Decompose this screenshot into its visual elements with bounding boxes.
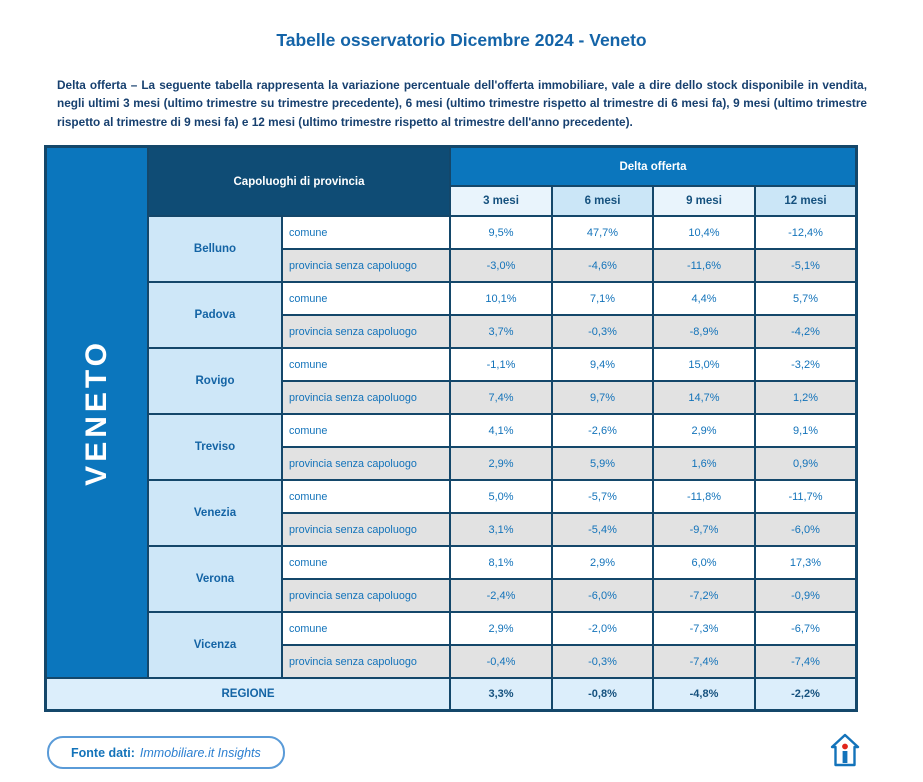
provincia-row-label: provincia senza capoluogo xyxy=(283,580,449,611)
province-name: Treviso xyxy=(149,415,281,479)
provincia-row-label: provincia senza capoluogo xyxy=(283,250,449,281)
value-cell: 0,9% xyxy=(756,448,855,479)
value-cell: -0,3% xyxy=(553,316,652,347)
header-12-mesi: 12 mesi xyxy=(756,187,855,215)
value-cell: -5,1% xyxy=(756,250,855,281)
provincia-row-label: provincia senza capoluogo xyxy=(283,514,449,545)
value-cell: 2,9% xyxy=(451,448,551,479)
comune-row-label: comune xyxy=(283,283,449,314)
value-cell: -2,4% xyxy=(451,580,551,611)
value-cell: 7,1% xyxy=(553,283,652,314)
value-cell: -7,3% xyxy=(654,613,754,644)
comune-row-label: comune xyxy=(283,349,449,380)
value-cell: -11,7% xyxy=(756,481,855,512)
value-cell: -2,6% xyxy=(553,415,652,446)
value-cell: -7,4% xyxy=(654,646,754,677)
value-cell: 4,1% xyxy=(451,415,551,446)
data-source-pill[interactable]: Fonte dati: Immobiliare.it Insights xyxy=(47,736,285,769)
provincia-row-label: provincia senza capoluogo xyxy=(283,382,449,413)
value-cell: 5,9% xyxy=(553,448,652,479)
data-source-name: Immobiliare.it Insights xyxy=(139,745,261,760)
value-cell: -4,8% xyxy=(654,679,754,709)
value-cell: -4,6% xyxy=(553,250,652,281)
value-cell: 10,4% xyxy=(654,217,754,248)
province-name: Padova xyxy=(149,283,281,347)
value-cell: -0,3% xyxy=(553,646,652,677)
value-cell: -4,2% xyxy=(756,316,855,347)
value-cell: -6,0% xyxy=(553,580,652,611)
value-cell: -5,4% xyxy=(553,514,652,545)
value-cell: -11,8% xyxy=(654,481,754,512)
region-label: VENETO xyxy=(80,339,113,486)
value-cell: -0,8% xyxy=(553,679,652,709)
value-cell: -0,4% xyxy=(451,646,551,677)
header-capoluoghi: Capoluoghi di provincia xyxy=(149,148,449,215)
delta-offerta-table: VENETO Capoluoghi di provincia Delta off… xyxy=(44,145,858,712)
value-cell: -6,7% xyxy=(756,613,855,644)
value-cell: 3,7% xyxy=(451,316,551,347)
value-cell: 1,6% xyxy=(654,448,754,479)
province-name: Rovigo xyxy=(149,349,281,413)
regione-row-label: REGIONE xyxy=(47,679,449,709)
value-cell: 3,3% xyxy=(451,679,551,709)
value-cell: 5,0% xyxy=(451,481,551,512)
data-source-label: Fonte dati: xyxy=(71,745,135,760)
provincia-row-label: provincia senza capoluogo xyxy=(283,316,449,347)
province-name: Verona xyxy=(149,547,281,611)
value-cell: -5,7% xyxy=(553,481,652,512)
value-cell: 15,0% xyxy=(654,349,754,380)
value-cell: 4,4% xyxy=(654,283,754,314)
value-cell: -0,9% xyxy=(756,580,855,611)
value-cell: 9,1% xyxy=(756,415,855,446)
value-cell: -3,0% xyxy=(451,250,551,281)
province-name: Vicenza xyxy=(149,613,281,677)
value-cell: -12,4% xyxy=(756,217,855,248)
value-cell: -9,7% xyxy=(654,514,754,545)
header-9-mesi: 9 mesi xyxy=(654,187,754,215)
comune-row-label: comune xyxy=(283,217,449,248)
value-cell: 5,7% xyxy=(756,283,855,314)
value-cell: 2,9% xyxy=(553,547,652,578)
value-cell: -3,2% xyxy=(756,349,855,380)
provincia-row-label: provincia senza capoluogo xyxy=(283,448,449,479)
page-title: Tabelle osservatorio Dicembre 2024 - Ven… xyxy=(276,30,647,50)
value-cell: 2,9% xyxy=(451,613,551,644)
value-cell: 7,4% xyxy=(451,382,551,413)
value-cell: 3,1% xyxy=(451,514,551,545)
value-cell: 17,3% xyxy=(756,547,855,578)
comune-row-label: comune xyxy=(283,547,449,578)
province-name: Venezia xyxy=(149,481,281,545)
value-cell: -7,4% xyxy=(756,646,855,677)
header-delta-offerta: Delta offerta xyxy=(451,148,855,185)
value-cell: 8,1% xyxy=(451,547,551,578)
value-cell: -1,1% xyxy=(451,349,551,380)
value-cell: -7,2% xyxy=(654,580,754,611)
value-cell: -2,2% xyxy=(756,679,855,709)
provincia-row-label: provincia senza capoluogo xyxy=(283,646,449,677)
header-6-mesi: 6 mesi xyxy=(553,187,652,215)
value-cell: -2,0% xyxy=(553,613,652,644)
value-cell: 9,5% xyxy=(451,217,551,248)
value-cell: 9,7% xyxy=(553,382,652,413)
header-3-mesi: 3 mesi xyxy=(451,187,551,215)
value-cell: -11,6% xyxy=(654,250,754,281)
region-vertical-bar: VENETO xyxy=(47,148,147,677)
intro-paragraph: Delta offerta – La seguente tabella rapp… xyxy=(57,78,867,129)
immobiliare-house-icon[interactable] xyxy=(830,733,860,767)
value-cell: 2,9% xyxy=(654,415,754,446)
comune-row-label: comune xyxy=(283,481,449,512)
value-cell: 14,7% xyxy=(654,382,754,413)
value-cell: 9,4% xyxy=(553,349,652,380)
value-cell: 10,1% xyxy=(451,283,551,314)
value-cell: 47,7% xyxy=(553,217,652,248)
value-cell: 6,0% xyxy=(654,547,754,578)
value-cell: 1,2% xyxy=(756,382,855,413)
value-cell: -6,0% xyxy=(756,514,855,545)
comune-row-label: comune xyxy=(283,613,449,644)
value-cell: -8,9% xyxy=(654,316,754,347)
comune-row-label: comune xyxy=(283,415,449,446)
province-name: Belluno xyxy=(149,217,281,281)
